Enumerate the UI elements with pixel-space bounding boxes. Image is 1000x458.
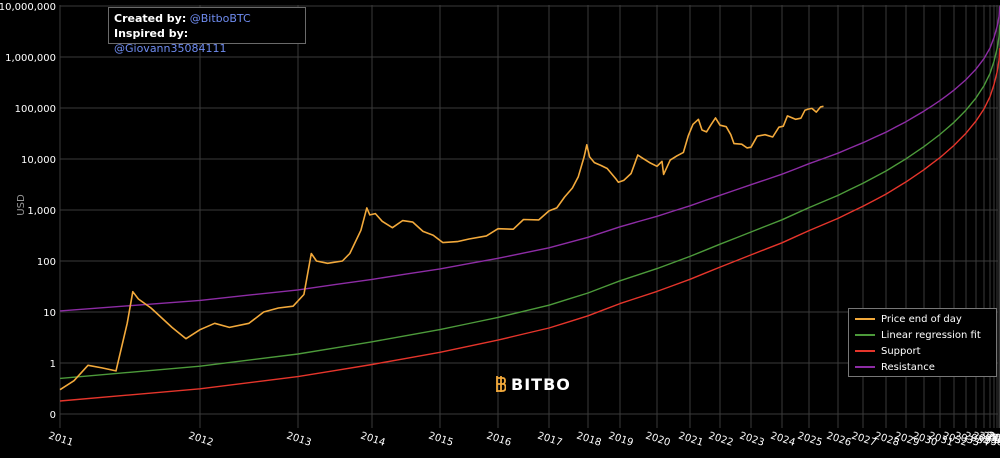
legend-label-support: Support xyxy=(881,345,921,357)
x-tick-label: 2026 xyxy=(825,430,853,448)
credit-inspired-label: Inspired by: xyxy=(114,27,189,40)
bitbo-logo-text: BITBO xyxy=(511,374,571,394)
y-tick-label: 10,000 xyxy=(21,155,56,166)
credit-inspired-link[interactable]: @Giovann35084111 xyxy=(114,42,227,55)
x-tick-label: 2014 xyxy=(359,430,387,448)
y-tick-label: 1,000 xyxy=(27,206,56,217)
legend-item-support[interactable]: Support xyxy=(855,343,996,359)
x-tick-label: 2025 xyxy=(796,430,824,448)
y-tick-label: 10 xyxy=(43,308,56,319)
x-tick-label: 2021 xyxy=(677,430,705,448)
legend-label-price: Price end of day xyxy=(881,313,962,325)
x-tick-label: 2015 xyxy=(427,430,455,448)
legend-swatch-resistance xyxy=(855,366,875,368)
x-tick-label: 2024 xyxy=(769,430,797,448)
credit-created-link[interactable]: @BitboBTC xyxy=(189,12,251,25)
y-tick-label: 10,000,000 xyxy=(0,2,56,13)
y-tick-label: 100 xyxy=(37,257,56,268)
y-tick-label: 1 xyxy=(50,359,56,370)
y-axis-label: USD xyxy=(16,194,27,216)
series-price-line xyxy=(59,105,824,391)
credit-created: Created by: @BitboBTC xyxy=(114,11,300,26)
credit-created-label: Created by: xyxy=(114,12,187,25)
bitbo-logo-icon xyxy=(496,376,506,392)
series-support-line xyxy=(59,47,1000,402)
x-tick-label: 2020 xyxy=(644,430,672,448)
legend-item-resistance[interactable]: Resistance xyxy=(855,359,996,375)
chart-legend: Price end of day Linear regression fit S… xyxy=(848,308,997,377)
legend-swatch-regression xyxy=(855,334,875,336)
legend-item-price[interactable]: Price end of day xyxy=(855,311,996,327)
x-tick-label: 2017 xyxy=(536,430,564,448)
legend-swatch-price xyxy=(855,318,875,320)
y-tick-label: 0 xyxy=(50,410,56,421)
series-regression-line xyxy=(59,24,1000,380)
legend-swatch-support xyxy=(855,350,875,352)
x-tick-label: 2018 xyxy=(575,430,603,448)
legend-label-regression: Linear regression fit xyxy=(881,329,981,341)
x-tick-label: 2013 xyxy=(285,430,313,448)
y-tick-label: 100,000 xyxy=(15,104,56,115)
y-tick-label: 1,000,000 xyxy=(5,53,56,64)
credit-inspired: Inspired by: @Giovann35084111 xyxy=(114,26,300,56)
x-tick-label: 2011 xyxy=(47,430,75,448)
x-tick-label: 2019 xyxy=(607,430,635,448)
bitbo-logo: BITBO xyxy=(494,374,571,394)
legend-label-resistance: Resistance xyxy=(881,361,935,373)
series-resistance-line xyxy=(59,5,1000,312)
credits-box: Created by: @BitboBTC Inspired by: @Giov… xyxy=(108,7,306,55)
x-tick-label: 2016 xyxy=(485,430,513,448)
legend-item-regression[interactable]: Linear regression fit xyxy=(855,327,996,343)
x-tick-label: 2022 xyxy=(707,430,735,448)
x-tick-label: 2023 xyxy=(738,430,766,448)
x-tick-label: 2012 xyxy=(187,430,215,448)
